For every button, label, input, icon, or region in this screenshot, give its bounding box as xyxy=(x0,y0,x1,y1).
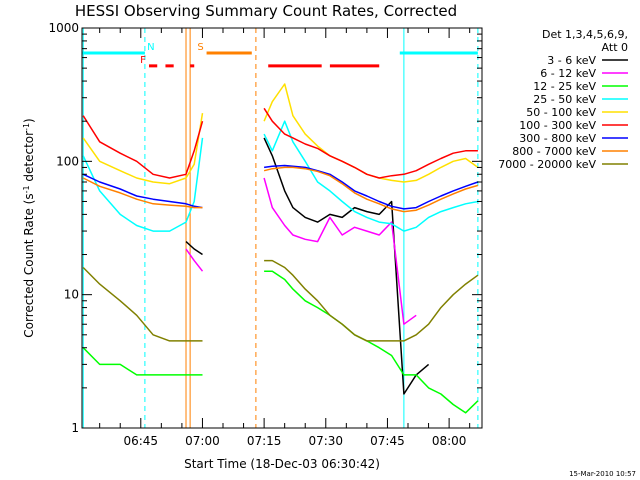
y-axis-label-superscript: -1 xyxy=(22,185,31,193)
y-axis-label-part: ) xyxy=(22,118,36,123)
legend-label: 3 - 6 keV xyxy=(547,54,596,67)
flag-label: S xyxy=(197,42,203,53)
vertical-markers xyxy=(82,28,479,428)
legend-header: Att 0 xyxy=(602,41,628,54)
y-tick-label: 100 xyxy=(56,154,79,168)
x-tick-label: 08:00 xyxy=(432,434,467,448)
chart-title: HESSI Observing Summary Count Rates, Cor… xyxy=(75,2,457,20)
series-line xyxy=(82,270,479,414)
plot-frame xyxy=(81,27,483,429)
series-lines xyxy=(82,83,479,414)
timestamp: 15-Mar-2010 10:57 xyxy=(569,470,636,478)
series-line xyxy=(82,164,479,210)
legend-label: 25 - 50 keV xyxy=(533,93,596,106)
legend-label: 12 - 25 keV xyxy=(533,80,596,93)
x-axis-label: Start Time (18-Dec-03 06:30:42) xyxy=(184,457,380,471)
legend-label: 7000 - 20000 keV xyxy=(498,158,596,171)
series-line xyxy=(82,166,479,213)
series-line xyxy=(82,120,479,232)
series-line xyxy=(82,107,478,179)
x-tick-label: 06:45 xyxy=(123,434,158,448)
y-axis-label: Corrected Count Rate (s-1 detector-1) xyxy=(22,118,37,337)
x-tick-label: 07:00 xyxy=(185,434,220,448)
y-tick-label: 1 xyxy=(71,421,79,435)
series-line xyxy=(185,137,430,395)
legend-label: 800 - 7000 keV xyxy=(512,145,596,158)
x-tick-label: 07:15 xyxy=(247,434,282,448)
legend-header: Det 1,3,4,5,6,9, xyxy=(542,28,628,41)
y-tick-label: 10 xyxy=(64,288,79,302)
plot-axes: 1 10 100 1000 06:45 07:00 07:15 07:30 07:45 08:00 xyxy=(48,21,483,448)
legend-label: 6 - 12 keV xyxy=(540,67,596,80)
flag-bars: NF S xyxy=(82,42,478,68)
flag-label: F xyxy=(140,55,146,66)
series-line xyxy=(82,259,479,342)
x-tick-label: 07:45 xyxy=(370,434,405,448)
y-axis-label-superscript: -1 xyxy=(22,123,31,131)
legend-label: 100 - 300 keV xyxy=(519,119,596,132)
legend-label: 300 - 800 keV xyxy=(519,132,596,145)
y-axis-label-part: Corrected Count Rate (s xyxy=(22,193,36,337)
y-axis-label-text: Corrected Count Rate (s-1 detector-1) xyxy=(22,118,37,337)
x-tick-label: 07:30 xyxy=(308,434,343,448)
series-line xyxy=(185,177,417,325)
y-axis-label-part: detector xyxy=(22,131,36,186)
y-tick-label: 1000 xyxy=(48,21,79,35)
legend-label: 50 - 100 keV xyxy=(526,106,596,119)
flag-label: N xyxy=(147,42,154,53)
